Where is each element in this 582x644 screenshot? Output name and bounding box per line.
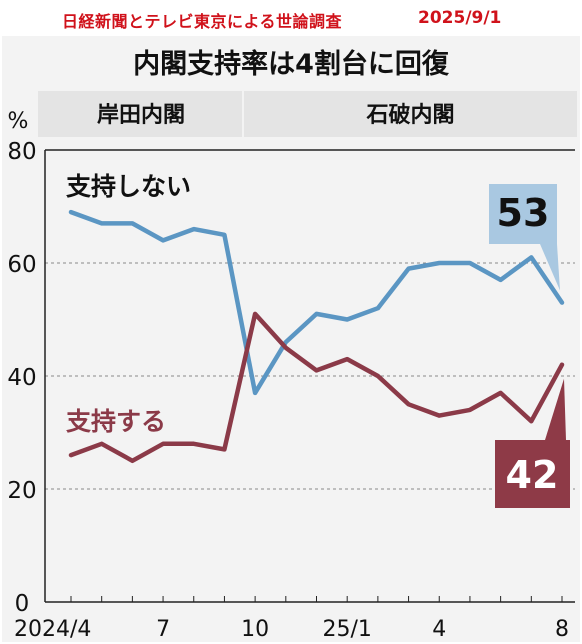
end-value-callout-disapprove: 53 <box>489 184 560 291</box>
callout-pointer <box>540 244 560 291</box>
cabinet-band: 石破内閣 <box>244 91 577 137</box>
cabinet-band-bg <box>244 91 577 137</box>
y-tick-label: 40 <box>7 365 36 391</box>
y-tick-label: 0 <box>15 591 30 617</box>
cabinet-label: 石破内閣 <box>365 102 454 128</box>
series-lines <box>68 209 565 464</box>
cabinet-band: 岸田内閣 <box>38 91 242 137</box>
y-unit-label: % <box>8 109 29 134</box>
x-tick-label: 25/1 <box>322 617 371 642</box>
x-tick-label: 4 <box>432 617 446 642</box>
x-tick-label: 8 <box>555 617 569 642</box>
end-value-label: 53 <box>497 191 550 235</box>
gridlines <box>45 262 575 490</box>
callout-pointer <box>545 378 566 440</box>
callout-box <box>489 184 557 244</box>
x-tick-label: 7 <box>156 617 170 642</box>
chart-title: 内閣支持率は4割台に回復 <box>133 48 450 80</box>
axes <box>44 149 575 603</box>
series-line-disapprove <box>68 209 565 396</box>
date-text: 2025/9/1 <box>418 8 502 28</box>
series-name-approve: 支持する <box>66 407 166 436</box>
y-tick-label: 20 <box>7 478 36 504</box>
end-value-label: 42 <box>506 453 559 497</box>
series-name-disapprove: 支持しない <box>66 172 191 201</box>
end-value-callout-approve: 42 <box>495 378 570 508</box>
cabinet-bands: 岸田内閣 石破内閣 <box>38 91 577 137</box>
series-line-approve <box>68 311 565 464</box>
y-tick-label: 80 <box>7 139 36 165</box>
callout-box <box>495 440 570 508</box>
y-tick-label: 60 <box>7 252 36 278</box>
x-tick-label: 10 <box>241 617 269 642</box>
cabinet-label: 岸田内閣 <box>97 103 185 128</box>
cabinet-band-bg <box>38 91 242 137</box>
source-text: 日経新聞とテレビ東京による世論調査 <box>62 12 343 31</box>
x-tick-labels: 2024/4 7 10 25/1 4 8 <box>14 617 569 642</box>
y-tick-labels: 0 20 40 60 80 <box>7 139 36 617</box>
x-tick-label: 2024/4 <box>14 617 91 642</box>
